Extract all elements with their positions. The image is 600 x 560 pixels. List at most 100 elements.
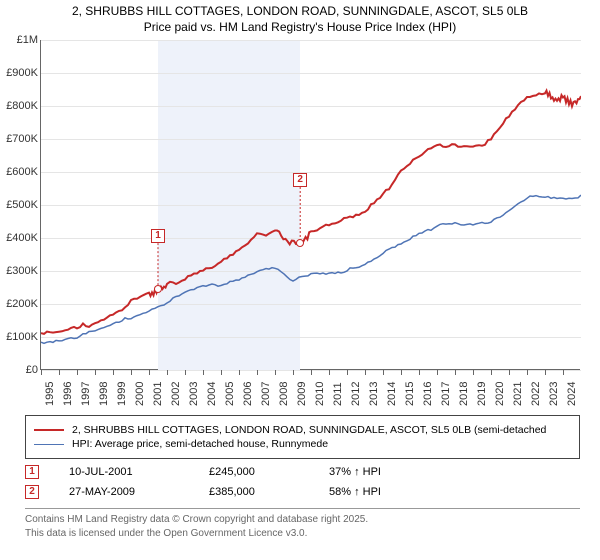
- x-tick: [77, 370, 78, 375]
- x-axis-label: 2015: [404, 382, 416, 406]
- y-axis-label: £400K: [0, 232, 38, 244]
- x-tick: [131, 370, 132, 375]
- x-axis-label: 2008: [278, 382, 290, 406]
- x-tick: [383, 370, 384, 375]
- y-axis-label: £900K: [0, 67, 38, 79]
- x-tick: [59, 370, 60, 375]
- legend: 2, SHRUBBS HILL COTTAGES, LONDON ROAD, S…: [25, 415, 580, 459]
- sale-dot: [154, 285, 162, 293]
- series-price_paid: [41, 91, 581, 334]
- sale-marker-box: 2: [293, 173, 307, 187]
- legend-item-price-paid: 2, SHRUBBS HILL COTTAGES, LONDON ROAD, S…: [34, 424, 571, 436]
- x-axis-label: 2024: [566, 382, 578, 406]
- x-tick: [95, 370, 96, 375]
- legend-label: 2, SHRUBBS HILL COTTAGES, LONDON ROAD, S…: [72, 424, 546, 436]
- y-axis-label: £0: [0, 364, 38, 376]
- sale-hpi: 58% ↑ HPI: [329, 486, 449, 498]
- x-tick: [419, 370, 420, 375]
- x-axis-label: 2022: [530, 382, 542, 406]
- x-tick: [149, 370, 150, 375]
- x-tick: [437, 370, 438, 375]
- y-axis-label: £300K: [0, 265, 38, 277]
- x-axis-label: 2003: [188, 382, 200, 406]
- y-axis-label: £600K: [0, 166, 38, 178]
- chart-container: 2, SHRUBBS HILL COTTAGES, LONDON ROAD, S…: [0, 0, 600, 560]
- x-axis-label: 2011: [332, 382, 344, 406]
- x-axis-label: 2007: [260, 382, 272, 406]
- x-axis-label: 1996: [62, 382, 74, 406]
- x-tick: [113, 370, 114, 375]
- sale-marker-icon: 2: [25, 485, 39, 499]
- x-axis-label: 2009: [296, 382, 308, 406]
- legend-swatch: [34, 444, 64, 445]
- sale-price: £245,000: [209, 466, 329, 478]
- x-axis-label: 1995: [44, 382, 56, 406]
- x-axis-label: 2001: [152, 382, 164, 406]
- sales-table: 1 10-JUL-2001 £245,000 37% ↑ HPI 2 27-MA…: [25, 462, 580, 502]
- x-axis-label: 2014: [386, 382, 398, 406]
- x-tick: [203, 370, 204, 375]
- x-axis-label: 2000: [134, 382, 146, 406]
- x-tick: [509, 370, 510, 375]
- x-tick: [527, 370, 528, 375]
- x-tick: [347, 370, 348, 375]
- sales-row: 2 27-MAY-2009 £385,000 58% ↑ HPI: [25, 482, 580, 502]
- sale-price: £385,000: [209, 486, 329, 498]
- sale-date: 10-JUL-2001: [69, 466, 209, 478]
- x-tick: [311, 370, 312, 375]
- x-axis-label: 2021: [512, 382, 524, 406]
- x-axis-label: 2004: [206, 382, 218, 406]
- x-tick: [545, 370, 546, 375]
- x-axis-label: 2010: [314, 382, 326, 406]
- sale-marker-icon: 1: [25, 465, 39, 479]
- x-tick: [473, 370, 474, 375]
- sale-dot: [296, 239, 304, 247]
- x-axis-label: 2020: [494, 382, 506, 406]
- x-tick: [41, 370, 42, 375]
- footer-line-2: This data is licensed under the Open Gov…: [25, 527, 580, 541]
- chart-area: 12 £0£100K£200K£300K£400K£500K£600K£700K…: [0, 40, 600, 410]
- line-svg: [41, 40, 581, 370]
- x-tick: [293, 370, 294, 375]
- x-tick: [563, 370, 564, 375]
- y-axis-label: £100K: [0, 331, 38, 343]
- x-axis-label: 2005: [224, 382, 236, 406]
- y-axis-label: £500K: [0, 199, 38, 211]
- x-axis-label: 1998: [98, 382, 110, 406]
- x-tick: [365, 370, 366, 375]
- plot-area: 12: [40, 40, 580, 370]
- x-tick: [221, 370, 222, 375]
- legend-swatch: [34, 429, 64, 431]
- x-axis-label: 2023: [548, 382, 560, 406]
- x-axis-label: 1999: [116, 382, 128, 406]
- y-axis-label: £800K: [0, 100, 38, 112]
- x-tick: [401, 370, 402, 375]
- sale-marker-box: 1: [151, 229, 165, 243]
- x-tick: [491, 370, 492, 375]
- x-axis-label: 2012: [350, 382, 362, 406]
- x-tick: [275, 370, 276, 375]
- x-axis-label: 2019: [476, 382, 488, 406]
- sales-row: 1 10-JUL-2001 £245,000 37% ↑ HPI: [25, 462, 580, 482]
- x-tick: [239, 370, 240, 375]
- x-axis-label: 2017: [440, 382, 452, 406]
- sale-hpi: 37% ↑ HPI: [329, 466, 449, 478]
- legend-item-hpi: HPI: Average price, semi-detached house,…: [34, 438, 571, 450]
- title-line-1: 2, SHRUBBS HILL COTTAGES, LONDON ROAD, S…: [10, 4, 590, 20]
- x-axis-label: 2018: [458, 382, 470, 406]
- x-tick: [257, 370, 258, 375]
- legend-label: HPI: Average price, semi-detached house,…: [72, 438, 328, 450]
- footer-line-1: Contains HM Land Registry data © Crown c…: [25, 513, 580, 527]
- x-axis-label: 2002: [170, 382, 182, 406]
- title-block: 2, SHRUBBS HILL COTTAGES, LONDON ROAD, S…: [0, 0, 600, 35]
- x-tick: [167, 370, 168, 375]
- x-tick: [329, 370, 330, 375]
- x-axis-label: 1997: [80, 382, 92, 406]
- x-axis-label: 2013: [368, 382, 380, 406]
- series-hpi: [41, 195, 581, 343]
- y-axis-label: £1M: [0, 34, 38, 46]
- y-axis-label: £700K: [0, 133, 38, 145]
- y-axis-label: £200K: [0, 298, 38, 310]
- x-tick: [185, 370, 186, 375]
- x-tick: [455, 370, 456, 375]
